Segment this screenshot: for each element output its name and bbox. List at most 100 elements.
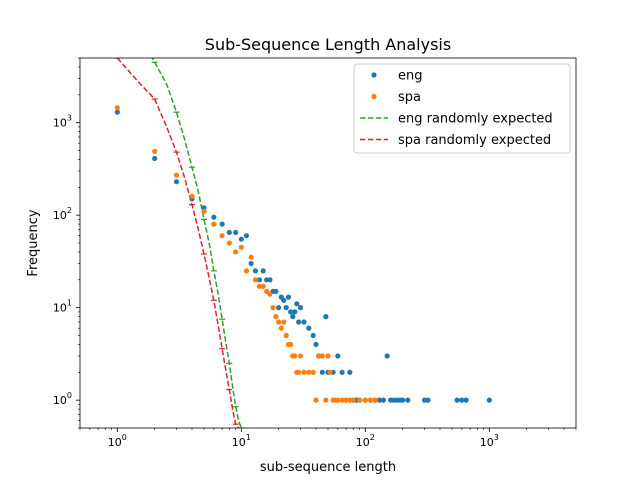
x-axis: 100 101 102 103 — [79, 428, 577, 449]
data-point — [256, 277, 263, 283]
data-point — [152, 155, 158, 162]
data-point — [276, 305, 282, 311]
data-point — [486, 397, 492, 403]
data-point — [306, 369, 312, 375]
data-point — [310, 369, 316, 375]
data-point — [296, 319, 302, 325]
legend-box — [353, 63, 571, 154]
data-point — [114, 109, 120, 115]
data-point — [173, 179, 180, 185]
chart-title: Sub-Sequence Length Analysis — [205, 35, 451, 54]
data-point — [201, 208, 207, 214]
data-point — [248, 260, 254, 267]
data-point — [357, 397, 363, 403]
data-point — [233, 229, 239, 236]
data-point — [267, 291, 273, 297]
data-point — [384, 353, 390, 359]
data-point — [252, 268, 259, 274]
data-point — [296, 369, 302, 375]
y-tick-label: 103 — [53, 114, 72, 130]
data-point — [226, 240, 232, 246]
data-point — [267, 277, 273, 283]
data-point — [372, 397, 378, 403]
data-point — [350, 397, 356, 403]
data-point — [152, 148, 158, 154]
data-point — [335, 397, 341, 403]
data-point — [288, 309, 294, 315]
data-point — [276, 319, 282, 325]
data-point — [233, 249, 239, 255]
data-point — [292, 353, 298, 359]
data-point — [288, 341, 294, 348]
data-point — [252, 277, 259, 283]
data-point — [238, 244, 244, 250]
data-point — [316, 353, 322, 359]
y-tick-label: 101 — [53, 299, 72, 315]
y-axis: 100 101 102 103 — [53, 57, 80, 429]
data-point — [376, 397, 383, 403]
legend: eng spa eng randomly expected spa randomly … — [353, 63, 571, 154]
data-point — [339, 369, 345, 375]
data-point — [323, 397, 329, 403]
x-axis-label: sub-sequence length — [260, 460, 396, 475]
data-point — [219, 233, 225, 239]
y-axis-label: Frequency — [26, 209, 41, 276]
data-point — [343, 397, 349, 403]
expected-line — [116, 58, 240, 428]
x-tick-label: 102 — [356, 433, 375, 449]
x-tick-label: 100 — [108, 433, 127, 449]
data-point — [278, 325, 284, 331]
data-point — [292, 309, 298, 315]
data-point — [173, 172, 180, 178]
data-point — [380, 397, 387, 403]
data-point — [281, 319, 287, 325]
data-point — [238, 236, 244, 242]
legend-marker — [371, 72, 377, 78]
data-point — [283, 332, 289, 339]
data-point — [313, 397, 319, 403]
data-point — [306, 325, 312, 331]
data-point — [273, 288, 279, 294]
data-point — [339, 397, 345, 403]
expected-line — [151, 58, 243, 428]
y-tick-label: 102 — [53, 206, 72, 222]
legend-label: eng — [398, 69, 423, 84]
data-point — [281, 297, 287, 303]
x-tick-label: 103 — [480, 433, 499, 449]
data-point — [219, 221, 225, 227]
legend-label: eng randomly expected — [398, 112, 553, 127]
x-tick-label: 101 — [232, 433, 251, 449]
data-point — [463, 397, 469, 403]
data-point — [335, 353, 341, 359]
legend-marker — [371, 93, 377, 100]
data-point — [400, 397, 406, 403]
data-point — [367, 397, 374, 403]
data-point — [211, 221, 217, 227]
data-point — [405, 397, 411, 403]
data-point — [211, 214, 217, 220]
data-point — [454, 397, 460, 403]
data-point — [301, 319, 307, 325]
data-point — [114, 105, 120, 111]
data-point — [313, 341, 319, 348]
data-point — [323, 314, 329, 320]
data-point — [226, 229, 232, 236]
legend-label: spa — [398, 90, 421, 105]
data-point — [310, 332, 316, 339]
data-point — [285, 294, 292, 300]
data-point — [256, 283, 263, 289]
legend-label: spa randomly expected — [398, 133, 551, 148]
data-point — [290, 314, 296, 320]
data-point — [273, 314, 279, 320]
data-point — [248, 254, 254, 260]
y-tick-label: 100 — [53, 391, 72, 407]
data-point — [459, 397, 465, 403]
data-point — [243, 268, 250, 274]
data-point — [189, 193, 195, 199]
data-point — [270, 305, 276, 311]
data-point — [325, 353, 331, 359]
data-point — [425, 397, 431, 403]
data-point — [319, 353, 325, 359]
plot-area — [79, 57, 577, 429]
